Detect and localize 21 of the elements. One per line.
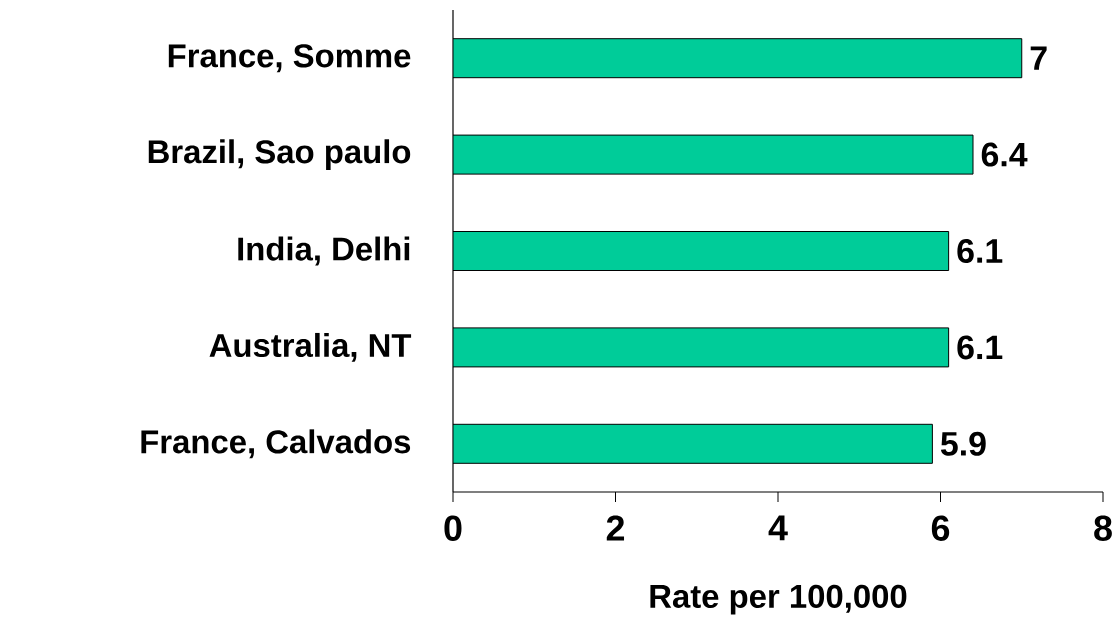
bar <box>453 423 933 464</box>
x-tick-label: 8 <box>1094 515 1112 541</box>
x-tick-label: 0 <box>444 515 462 541</box>
x-tick-label: 6 <box>931 515 950 541</box>
y-tick-label: France, Somme <box>168 44 411 73</box>
x-axis-title: Rate per 100,000 <box>650 584 907 615</box>
data-label: 6.1 <box>957 335 1003 360</box>
bar <box>453 134 974 175</box>
bar <box>453 38 1023 79</box>
bar <box>453 231 950 271</box>
bar <box>453 327 950 368</box>
y-tick-label: India, Delhi <box>238 236 410 266</box>
x-tick-label: 2 <box>606 515 625 541</box>
x-tick-label: 4 <box>768 515 788 541</box>
data-label: 6.4 <box>981 142 1028 167</box>
y-tick-label: France, Calvados <box>141 429 411 459</box>
data-label: 5.9 <box>940 431 986 456</box>
y-tick-label: Brazil, Sao paulo <box>148 139 411 170</box>
data-label: 7 <box>1030 46 1047 70</box>
data-label: 6.1 <box>957 239 1003 263</box>
y-tick-label: Australia, NT <box>209 332 412 362</box>
